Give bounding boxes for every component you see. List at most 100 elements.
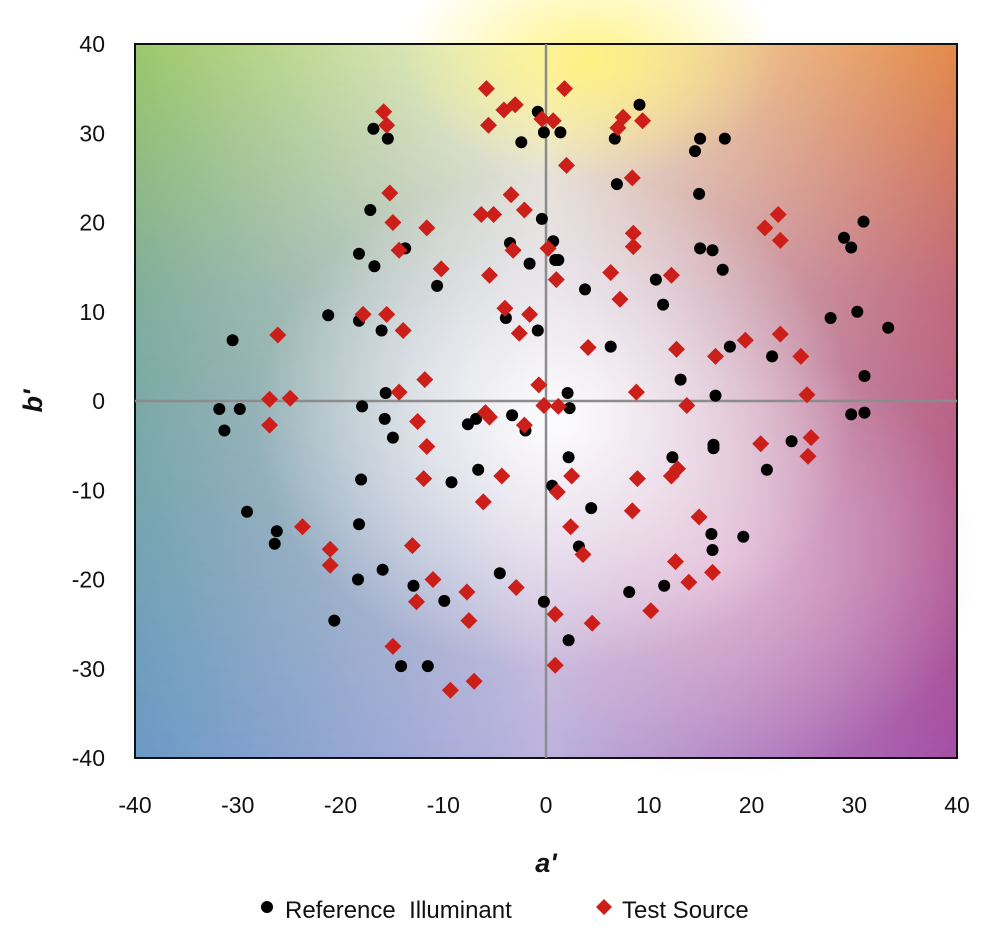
test-source-point [707,347,724,365]
reference-point [723,340,736,353]
reference-point [657,298,670,311]
test-source-point [563,467,581,485]
test-source-point [539,239,557,257]
x-tick-label: 10 [636,792,662,818]
test-source-point [378,116,396,134]
test-source-point [678,397,696,414]
legend-reference-label: Reference Illuminant [285,897,512,924]
reference-point [515,136,528,149]
reference-point [851,305,864,318]
test-source-point [771,231,789,249]
reference-point [537,126,550,139]
test-source-point [390,383,408,401]
test-source-point [474,493,492,511]
reference-point [367,122,380,135]
test-source-point [504,241,522,259]
y-tick-label: -20 [72,567,105,593]
test-source-point [558,156,575,174]
reference-point [706,244,719,257]
test-source-point [799,447,817,465]
test-source-point [381,184,399,202]
reference-point [858,370,871,382]
test-source-point [502,186,520,204]
test-source-point [418,219,436,237]
reference-point [694,132,707,145]
test-source-point [668,340,685,358]
test-source-point [269,326,287,344]
test-source-point [752,435,770,453]
reference-point [531,324,544,337]
y-tick-label: 10 [79,299,105,325]
test-source-point [548,483,566,501]
x-tick-label: 20 [739,792,765,818]
test-source-point [583,614,601,632]
reference-point [472,463,485,476]
test-source-point [432,260,450,278]
reference-point [610,178,623,191]
test-source-point [544,112,562,130]
test-source-point [771,325,789,343]
test-source-point [574,546,592,563]
y-tick-label: 30 [79,120,105,146]
test-source-point [281,389,299,407]
test-source-point [642,602,660,620]
reference-point [760,463,773,476]
test-source-point [792,347,810,365]
x-axis-title: a' [535,848,558,878]
reference-point [218,424,231,437]
test-source-point [562,518,580,536]
test-source-point [415,470,433,488]
reference-point [709,389,722,402]
y-tick-label: -30 [72,656,105,682]
test-source-point [535,397,553,414]
y-tick-label: -10 [72,477,105,503]
test-source-point [510,324,528,342]
test-source-point [390,241,408,259]
test-source-point [798,386,816,404]
test-source-point [375,103,393,121]
reference-point [585,502,598,515]
test-source-point [477,80,495,98]
x-tick-label: 40 [944,792,970,818]
test-source-point [416,371,434,389]
test-source-point [458,583,476,601]
test-source-point [690,508,708,526]
reference-point [689,145,701,158]
reference-point [506,409,519,422]
test-source-point [515,201,533,219]
y-tick-label: 0 [92,388,105,414]
test-source-point [624,238,642,256]
x-tick-label: -30 [221,792,254,818]
test-source-point [408,593,425,611]
y-tick-label: -40 [72,745,105,771]
test-source-point [515,416,533,434]
y-tick-labels: -40 -30 -20 -10 0 10 20 30 40 [72,31,105,771]
test-source-point [736,331,754,349]
reference-points [213,98,895,673]
reference-point [213,403,226,415]
test-source-point [628,470,646,488]
test-points [261,80,820,699]
reference-point [381,132,394,145]
test-source-point [680,573,698,591]
reference-point [693,187,706,200]
reference-point [737,530,750,543]
reference-point [666,451,679,464]
test-source-point [481,266,498,284]
reference-point [824,312,837,324]
test-source-point [546,656,564,674]
reference-point [386,431,399,444]
test-source-point [294,518,311,536]
reference-point [838,231,850,244]
reference-point [845,408,858,421]
test-source-point [579,339,597,356]
test-source-point [465,672,483,690]
reference-point [322,309,335,322]
reference-point [226,334,239,347]
reference-point [579,283,591,296]
test-source-point [472,206,490,223]
test-source-point [480,116,497,134]
legend-test-marker [596,899,612,915]
legend-test-label: Test Source [622,897,749,924]
